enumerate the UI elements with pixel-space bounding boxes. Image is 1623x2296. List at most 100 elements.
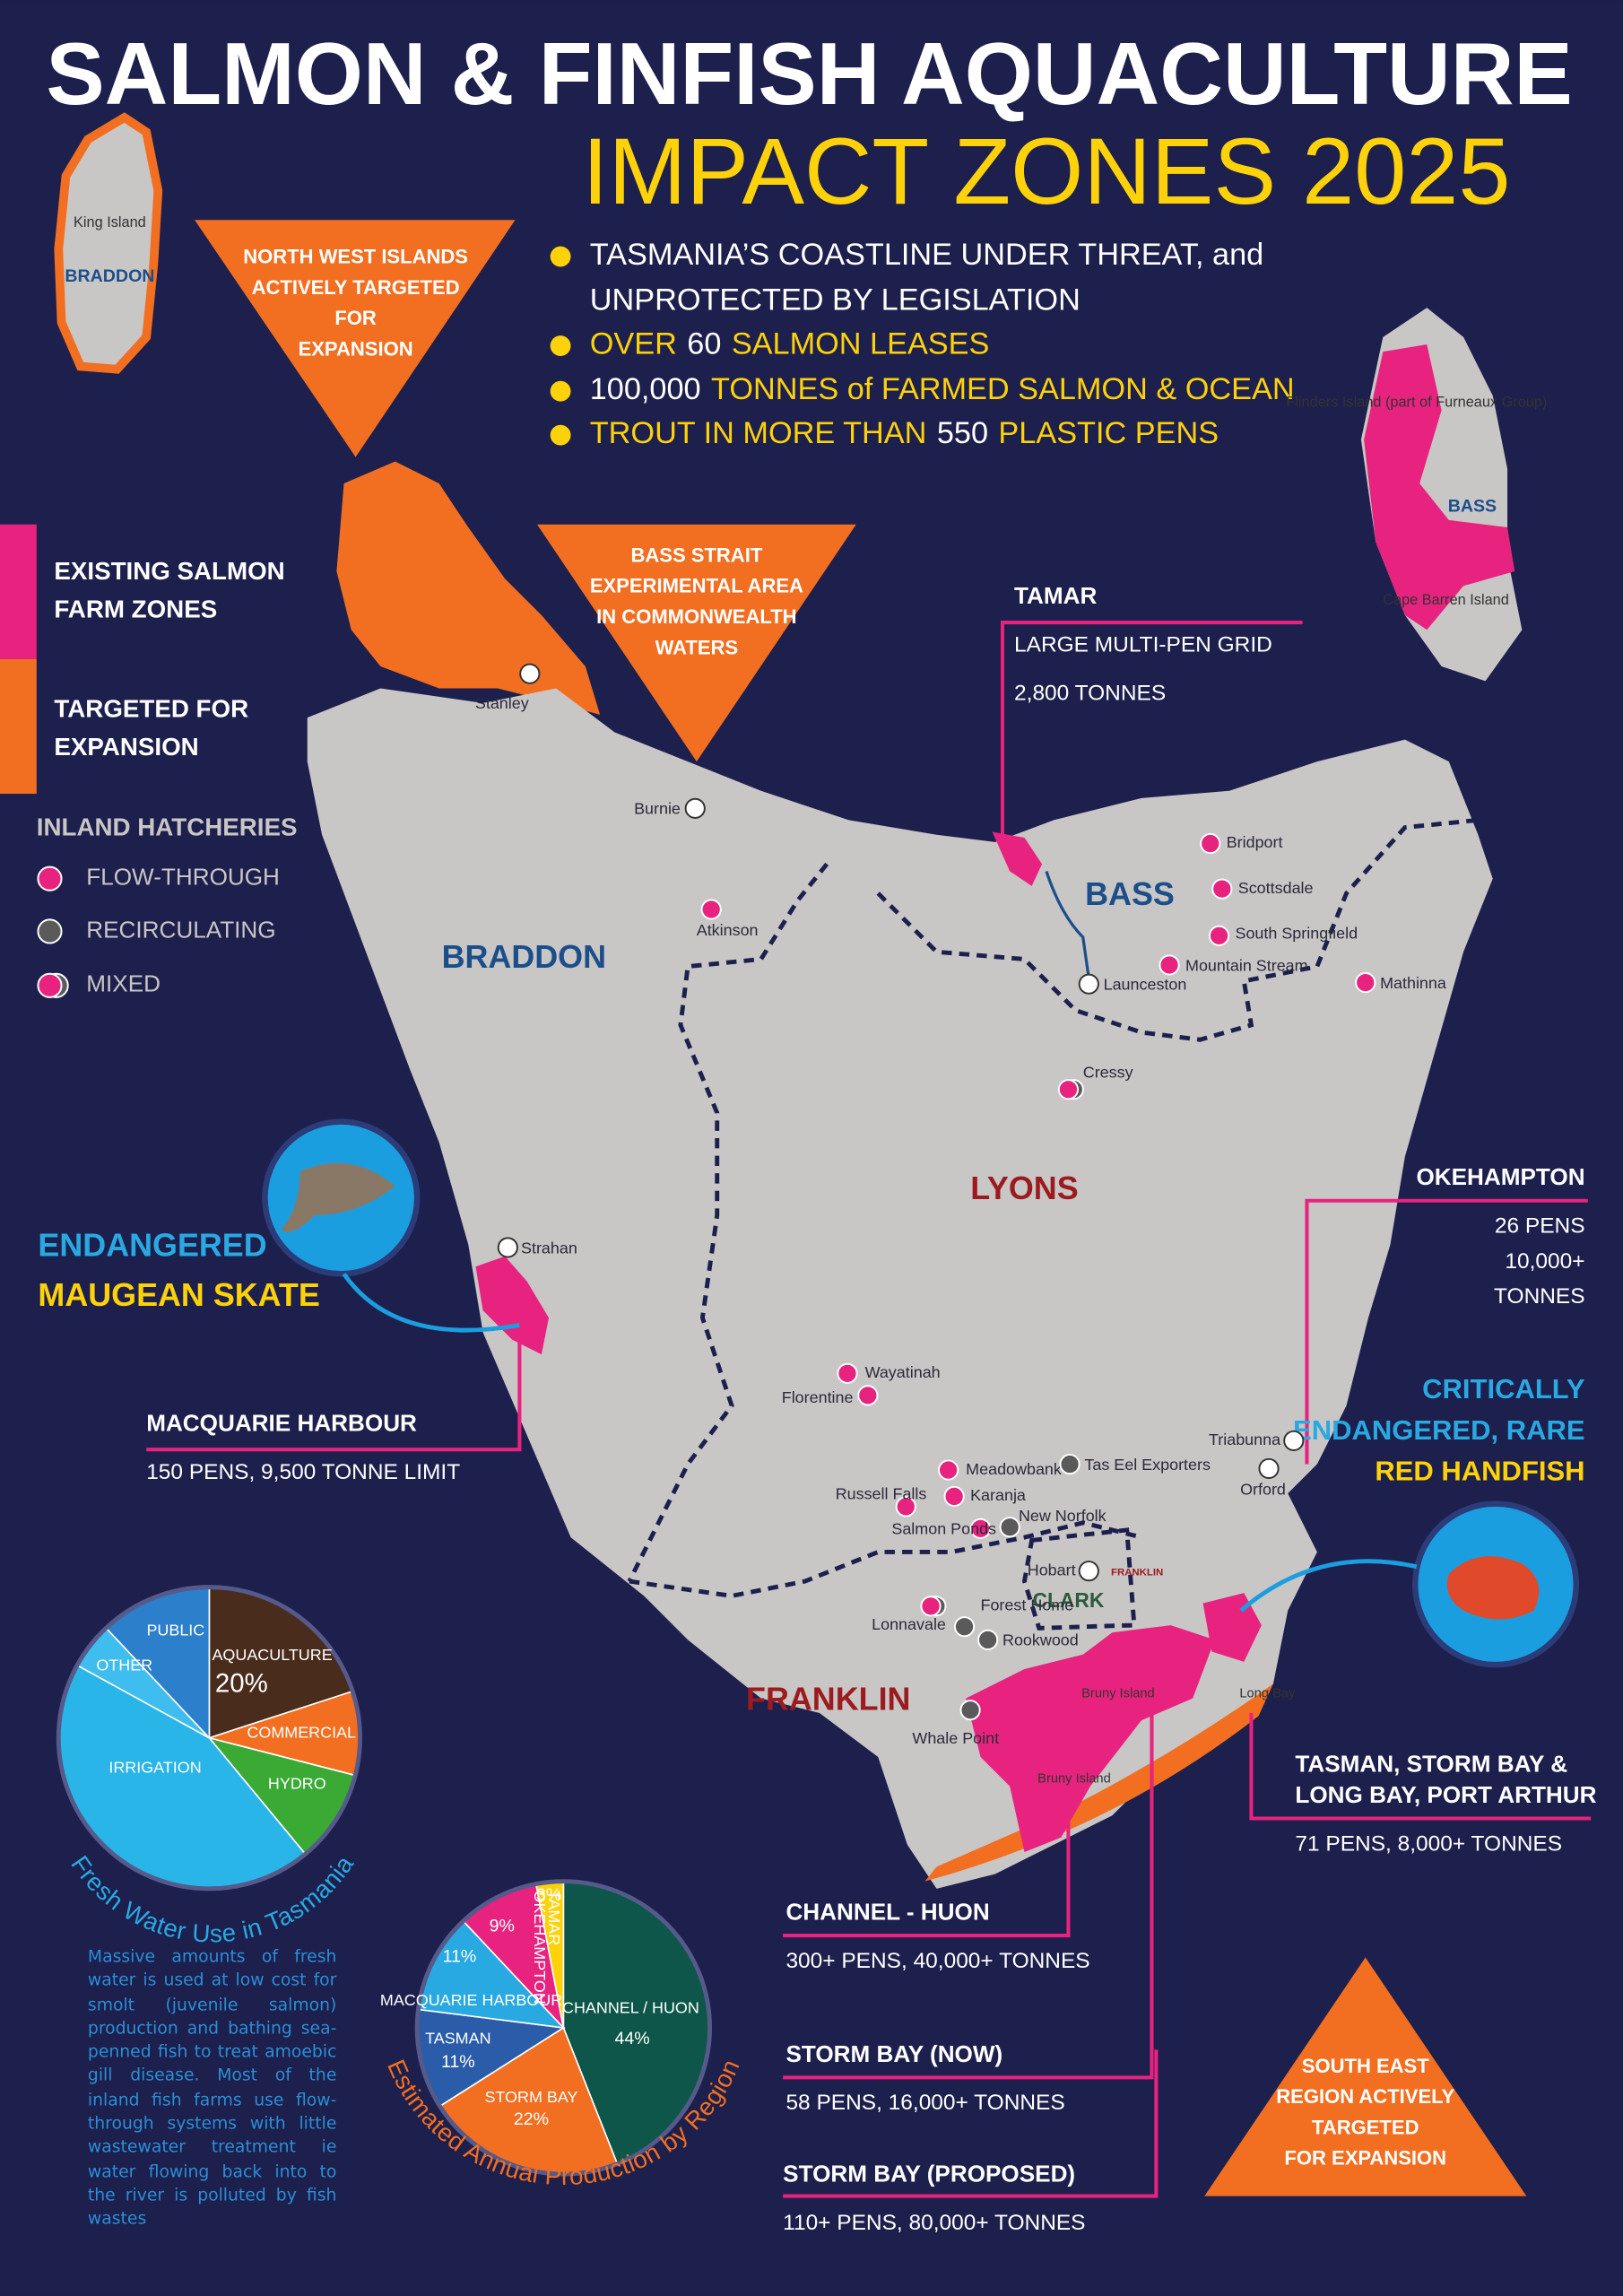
flinders-farm-zone	[1364, 344, 1515, 631]
hatchery-dot	[938, 1459, 959, 1481]
hatchery-dot	[1059, 1453, 1081, 1475]
species-text: MAUGEAN SKATE	[38, 1277, 319, 1313]
tasman-farm-zone	[1202, 1593, 1262, 1662]
callout-line	[783, 2049, 1159, 2198]
tamar-river	[1045, 871, 1090, 978]
zone-detail: 300+ PENS, 40,000+ TONNES	[785, 1949, 1089, 1973]
handfish-connector	[1239, 1559, 1418, 1613]
map-label: Bruny Island	[1081, 1687, 1155, 1701]
zone-title: TAMAR	[1014, 582, 1097, 609]
town-dot	[1078, 1561, 1099, 1582]
species-text: CRITICALLY	[1422, 1373, 1585, 1405]
pie-label: STORM BAY	[484, 2088, 577, 2106]
zone-detail: LARGE MULTI-PEN GRID	[1014, 633, 1272, 657]
zone-title: CHANNEL - HUON	[785, 1898, 989, 1925]
subtitle: IMPACT ZONES 2025	[582, 119, 1510, 224]
hatchery-dot	[977, 1629, 999, 1650]
map-label: Bruny Island	[1037, 1771, 1111, 1786]
triangle-text: FOR	[334, 307, 377, 329]
hatchery-dot	[857, 1385, 879, 1406]
town-dot	[1283, 1430, 1305, 1452]
bullet-span: PLASTIC PENS	[998, 416, 1219, 450]
pie-label: TASMAN	[425, 2030, 490, 2048]
triangle-text: WATERS	[655, 636, 739, 658]
triangle-text: EXPERIMENTAL AREA	[590, 575, 803, 597]
place-label: Strahan	[521, 1239, 577, 1257]
town-dot	[519, 663, 541, 684]
town-dot	[497, 1237, 518, 1258]
bullet-dot	[550, 246, 571, 267]
zone-detail: 58 PENS, 16,000+ TONNES	[785, 2091, 1064, 2115]
place-label: Rookwood	[1002, 1631, 1079, 1649]
hatchery-dot	[943, 1485, 965, 1508]
place-label: Meadowbank	[966, 1460, 1062, 1478]
zone-detail: 2,800 TONNES	[1014, 682, 1166, 706]
pie-value-label: 20%	[215, 1669, 268, 1699]
callout-line	[1249, 1712, 1592, 1821]
hatchery-dot	[1159, 954, 1180, 976]
pie-value-label: 11%	[443, 1947, 477, 1967]
zone-title: OKEHAMPTON	[1416, 1163, 1584, 1190]
zone-title: MACQUARIE HARBOUR	[146, 1409, 417, 1436]
hatchery-dot	[37, 918, 63, 944]
map-label: King Island	[74, 214, 146, 230]
callout-line	[783, 1815, 1071, 1938]
north-west-islands	[336, 461, 601, 715]
bullet-dot	[550, 424, 571, 446]
zone-title: STORM BAY (NOW)	[785, 2040, 1002, 2067]
bullet-span: TASMANIA’S COASTLINE UNDER THREAT, and	[590, 238, 1263, 272]
electorate-boundary	[627, 862, 829, 1583]
hatchery-dot	[1200, 832, 1221, 855]
map-label: Flinders Island (part of Furneaux Group)	[1286, 395, 1547, 411]
hatchery-dot	[1211, 878, 1233, 900]
zone-detail: 10,000+	[1505, 1249, 1584, 1274]
note-box: Massive amounts of fresh water is used a…	[88, 1945, 336, 2228]
zone-title: STORM BAY (PROPOSED)	[783, 2161, 1075, 2187]
triangle-text: BASS STRAIT	[630, 544, 762, 566]
map-label: BRADDON	[65, 266, 154, 286]
bullet-text: TASMANIA’S COASTLINE UNDER THREAT, and	[590, 238, 1263, 272]
callout-line	[783, 1698, 1154, 2080]
triangle-text: FOR EXPANSION	[1284, 2147, 1446, 2170]
triangle-text: IN COMMONWEALTH	[596, 605, 796, 628]
legend-label: RECIRCULATING	[86, 916, 275, 943]
electorate-label: BASS	[1085, 876, 1175, 912]
legend-label: EXISTING SALMON	[54, 557, 284, 585]
bullet-dot	[550, 335, 571, 357]
bullet-span: OVER	[590, 327, 677, 361]
hatchery-dot	[999, 1517, 1020, 1538]
callout-line	[1305, 1198, 1588, 1465]
hatchery-dot	[1057, 1079, 1080, 1100]
town-dot	[1258, 1457, 1280, 1480]
pie-rim	[414, 1879, 713, 2177]
place-label: South Springfield	[1235, 924, 1358, 942]
title: SALMON & FINFISH AQUACULTURE	[46, 24, 1572, 123]
legend-label: EXPANSION	[54, 733, 198, 761]
place-label: Wayatinah	[865, 1363, 941, 1381]
skate-connector	[342, 1272, 520, 1333]
triangle-text: ACTIVELY TARGETED	[252, 276, 460, 299]
place-label: Tas Eel Exporters	[1084, 1456, 1211, 1474]
electorate-label: LYONS	[970, 1170, 1078, 1206]
bullet-text: 100,000 TONNES of FARMED SALMON & OCEAN	[590, 372, 1295, 406]
handfish-icon	[1446, 1556, 1540, 1620]
species-text: ENDANGERED	[38, 1227, 266, 1263]
hatchery-dot	[953, 1616, 976, 1638]
hatchery-dot	[1208, 925, 1230, 946]
pie-label: PUBLIC	[146, 1621, 204, 1639]
channel-huon-farm-zone	[966, 1625, 1215, 1853]
bullet-text: TROUT IN MORE THAN 550 PLASTIC PENS	[590, 416, 1219, 450]
electorate-label: CLARK	[1032, 1588, 1104, 1612]
place-label: Triabunna	[1209, 1431, 1280, 1448]
place-label: Salmon Ponds	[891, 1520, 996, 1538]
king-island	[54, 112, 163, 374]
electorate-boundary	[876, 817, 1479, 1042]
place-label: Mountain Stream	[1185, 956, 1308, 974]
zone-title: LONG BAY, PORT ARTHUR	[1295, 1781, 1596, 1808]
callout-line	[1000, 621, 1303, 835]
macquarie-farm-zone	[475, 1256, 550, 1355]
electorate-label: FRANKLIN	[746, 1681, 910, 1717]
place-label: Karanja	[970, 1486, 1026, 1504]
species-text: ENDANGERED, RARE	[1293, 1414, 1585, 1446]
triangle-text: SOUTH EAST	[1302, 2055, 1429, 2077]
